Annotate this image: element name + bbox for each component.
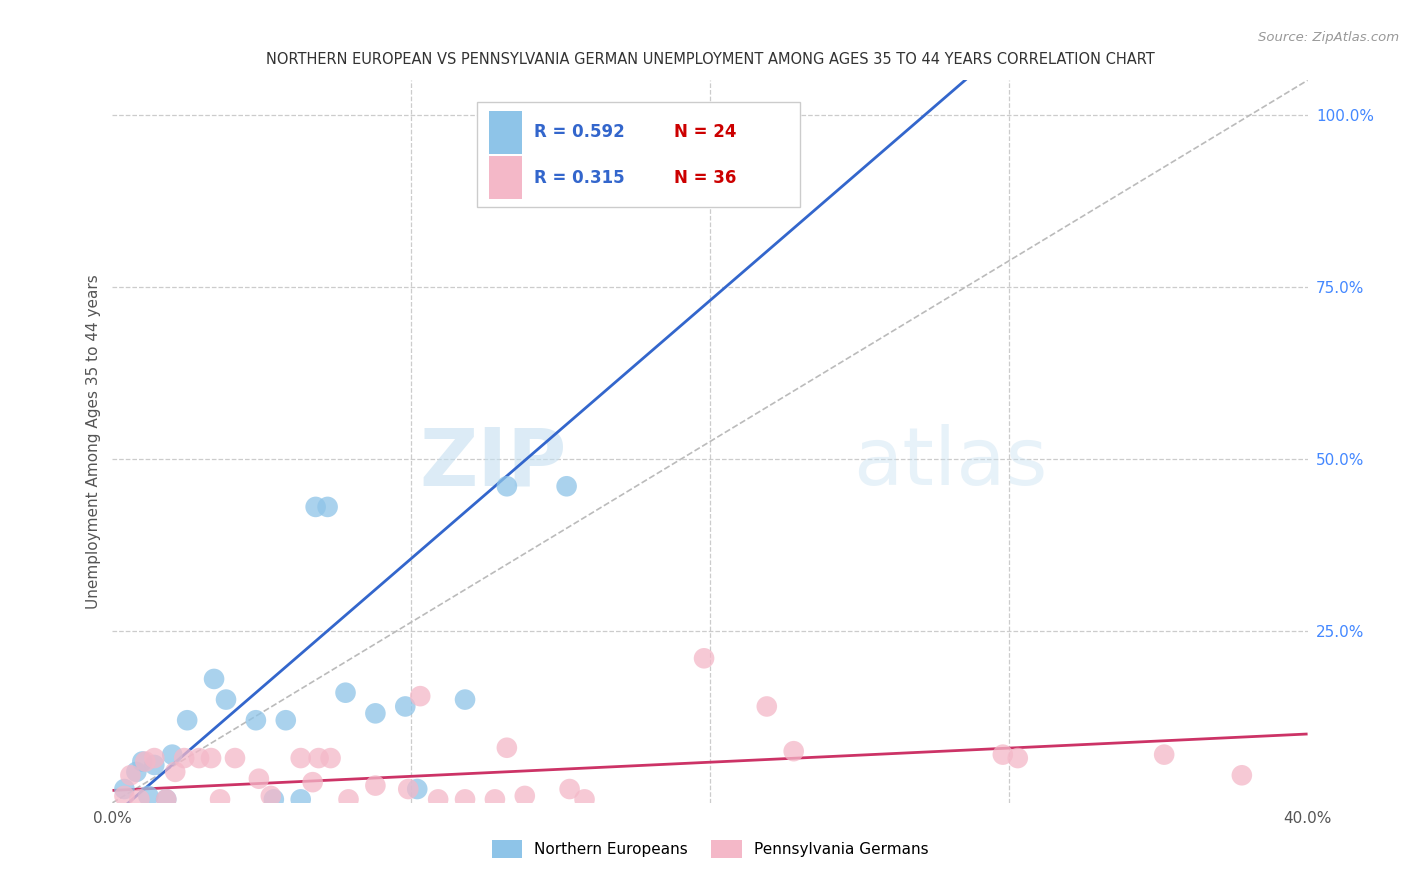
Point — [484, 792, 506, 806]
Point — [496, 479, 519, 493]
Point — [555, 479, 578, 493]
Point — [991, 747, 1014, 762]
Point — [1153, 747, 1175, 762]
Point — [215, 692, 238, 706]
Point — [406, 782, 429, 797]
Y-axis label: Unemployment Among Ages 35 to 44 years: Unemployment Among Ages 35 to 44 years — [86, 274, 101, 609]
Point — [200, 751, 222, 765]
Point — [394, 699, 416, 714]
Point — [454, 792, 477, 806]
Point — [301, 775, 323, 789]
Point — [558, 782, 581, 797]
Point — [783, 744, 806, 758]
Point — [319, 751, 342, 765]
Point — [155, 792, 177, 806]
Point — [755, 699, 778, 714]
Point — [260, 789, 283, 803]
Point — [114, 789, 135, 803]
Point — [263, 792, 285, 806]
Title: NORTHERN EUROPEAN VS PENNSYLVANIA GERMAN UNEMPLOYMENT AMONG AGES 35 TO 44 YEARS : NORTHERN EUROPEAN VS PENNSYLVANIA GERMAN… — [266, 52, 1154, 67]
Point — [173, 751, 195, 765]
Point — [224, 751, 246, 765]
Point — [290, 751, 312, 765]
FancyBboxPatch shape — [489, 111, 523, 154]
Point — [131, 755, 153, 769]
Point — [165, 764, 187, 779]
Point — [202, 672, 225, 686]
Point — [274, 713, 297, 727]
Text: R = 0.592: R = 0.592 — [534, 123, 626, 141]
Point — [308, 751, 330, 765]
Point — [364, 706, 387, 721]
Text: atlas: atlas — [853, 425, 1047, 502]
Text: N = 24: N = 24 — [675, 123, 737, 141]
Point — [143, 758, 166, 772]
Point — [513, 789, 536, 803]
Point — [128, 792, 150, 806]
Point — [305, 500, 328, 514]
Point — [396, 782, 419, 797]
Point — [134, 755, 156, 769]
Point — [114, 782, 135, 797]
Point — [155, 792, 177, 806]
Text: ZIP: ZIP — [419, 425, 567, 502]
Point — [120, 768, 142, 782]
Point — [454, 692, 477, 706]
Point — [574, 792, 596, 806]
Point — [693, 651, 716, 665]
Text: R = 0.315: R = 0.315 — [534, 169, 626, 186]
Point — [744, 114, 766, 128]
Point — [138, 789, 160, 803]
Point — [125, 764, 148, 779]
Text: N = 36: N = 36 — [675, 169, 737, 186]
Point — [409, 689, 432, 703]
Point — [209, 792, 232, 806]
Point — [364, 779, 387, 793]
Point — [143, 751, 166, 765]
Point — [1230, 768, 1253, 782]
Point — [188, 751, 211, 765]
FancyBboxPatch shape — [477, 102, 800, 207]
Point — [1007, 751, 1029, 765]
Point — [337, 792, 360, 806]
Point — [427, 792, 450, 806]
Point — [335, 686, 357, 700]
Point — [247, 772, 270, 786]
Point — [245, 713, 267, 727]
Point — [162, 747, 183, 762]
FancyBboxPatch shape — [489, 156, 523, 200]
Point — [496, 740, 519, 755]
Point — [176, 713, 198, 727]
Legend: Northern Europeans, Pennsylvania Germans: Northern Europeans, Pennsylvania Germans — [485, 834, 935, 863]
Point — [290, 792, 312, 806]
Text: Source: ZipAtlas.com: Source: ZipAtlas.com — [1258, 31, 1399, 45]
Point — [316, 500, 339, 514]
